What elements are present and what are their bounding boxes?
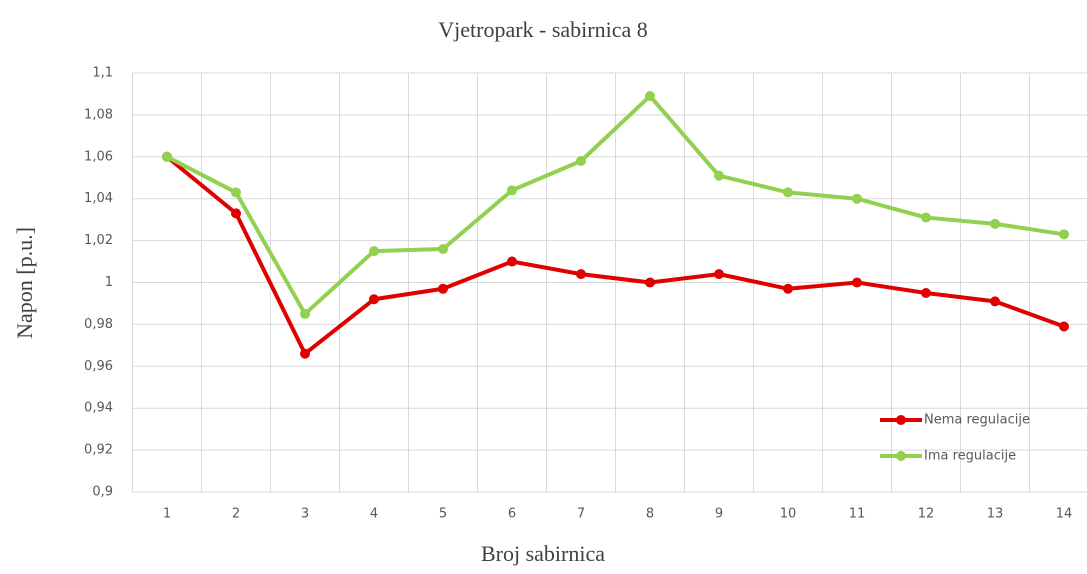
x-tick-label: 13	[987, 507, 1004, 522]
x-tick-label: 11	[849, 507, 866, 522]
data-point	[645, 277, 655, 288]
x-tick-label: 9	[715, 507, 723, 522]
data-point	[783, 187, 793, 198]
legend-marker	[896, 415, 906, 425]
y-tick-label: 0,96	[84, 359, 113, 374]
data-point	[576, 155, 586, 166]
data-point	[300, 308, 310, 319]
data-point	[714, 269, 724, 280]
y-tick-label: 1,04	[84, 191, 113, 206]
legend-label: Ima regulacije	[924, 449, 1016, 464]
data-point	[507, 256, 517, 267]
y-tick-label: 0,98	[84, 317, 113, 332]
x-tick-label: 5	[439, 507, 447, 522]
data-point	[1059, 321, 1069, 332]
data-point	[369, 294, 379, 305]
x-axis-label: Broj sabirnica	[481, 541, 605, 566]
x-tick-label: 4	[370, 507, 378, 522]
x-tick-label: 3	[301, 507, 309, 522]
x-tick-label: 8	[646, 507, 654, 522]
data-point	[231, 187, 241, 198]
data-point	[438, 283, 448, 294]
y-axis-label: Napon [p.u.]	[12, 227, 37, 339]
data-point	[162, 151, 172, 162]
series-line	[165, 155, 1065, 356]
x-tick-label: 6	[508, 507, 516, 522]
data-point	[1059, 229, 1069, 240]
data-point	[990, 296, 1000, 307]
y-tick-label: 1,02	[84, 233, 113, 248]
x-tick-label: 10	[780, 507, 797, 522]
series-line	[166, 94, 1065, 316]
data-point	[852, 193, 862, 204]
y-tick-label: 0,9	[92, 485, 113, 500]
y-tick-label: 1,1	[92, 66, 113, 81]
chart-title: Vjetropark - sabirnica 8	[438, 17, 648, 42]
data-point	[714, 170, 724, 181]
legend-marker	[896, 451, 906, 461]
x-tick-label: 7	[577, 507, 585, 522]
data-point	[369, 246, 379, 257]
data-point	[507, 185, 517, 196]
data-point	[921, 287, 931, 298]
x-tick-label: 1	[163, 507, 171, 522]
y-tick-label: 0,92	[84, 443, 113, 458]
data-point	[300, 348, 310, 359]
data-point	[852, 277, 862, 288]
x-tick-label: 12	[918, 507, 935, 522]
y-tick-label: 1	[105, 275, 113, 290]
data-point	[921, 212, 931, 223]
data-point	[645, 91, 655, 102]
y-tick-label: 0,94	[84, 401, 113, 416]
x-tick-label: 14	[1056, 507, 1073, 522]
data-point	[438, 243, 448, 254]
data-point	[231, 208, 241, 219]
legend-label: Nema regulacije	[924, 413, 1030, 428]
y-tick-label: 1,08	[84, 107, 113, 122]
data-point	[990, 218, 1000, 229]
data-point	[783, 283, 793, 294]
x-tick-label: 2	[232, 507, 240, 522]
data-point	[576, 269, 586, 280]
y-tick-label: 1,06	[84, 149, 113, 164]
